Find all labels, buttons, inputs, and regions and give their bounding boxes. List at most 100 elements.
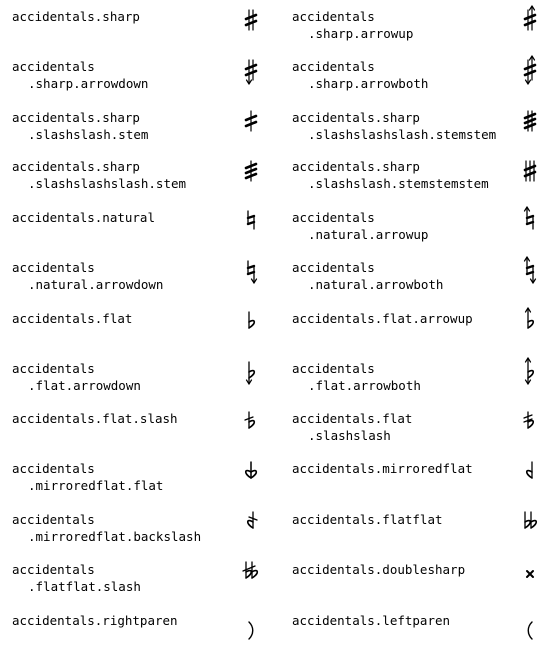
- sharp-slashslash-stem-icon: [240, 108, 262, 148]
- glyph-name-line2: .flat.arrowdown: [28, 378, 141, 393]
- glyph-name-line1: accidentals.leftparen: [292, 613, 451, 628]
- flat-arrowdown-icon: [240, 357, 262, 397]
- glyph-name: accidentals .flat.arrowboth: [292, 360, 522, 394]
- sharp-arrowup-icon: [519, 5, 541, 47]
- sharp-slashslashslash-stem-icon: [240, 158, 262, 198]
- glyph-name: accidentals.flat .slashslash: [292, 410, 522, 444]
- table-row: accidentals.flat.slash accidentals.flat .s…: [0, 410, 550, 460]
- glyph-name-line2: .flatflat.slash: [28, 579, 141, 594]
- glyph-name: accidentals.doublesharp: [292, 561, 522, 578]
- flat-icon: [240, 307, 262, 347]
- mirroredflat-icon: [519, 457, 541, 497]
- glyph-name: accidentals.flat: [12, 310, 242, 327]
- flat-slash-icon: [240, 407, 262, 447]
- glyph-name: accidentals .flatflat.slash: [12, 561, 242, 595]
- glyph-name: accidentals.leftparen: [292, 612, 522, 629]
- glyph-entry: accidentals.doublesharp: [292, 561, 522, 611]
- glyph-name-line1: accidentals.sharp: [292, 159, 420, 174]
- natural-arrowboth-icon: [519, 256, 541, 297]
- glyph-name-line1: accidentals: [12, 59, 95, 74]
- table-row: accidentals .flat.arrowdown accidentals .fl…: [0, 357, 550, 410]
- glyph-name: accidentals.flat.arrowup: [292, 310, 522, 327]
- glyph-name-line1: accidentals.flat: [292, 411, 413, 426]
- glyph-name: accidentals.sharp .slashslash.stemstemste…: [292, 158, 522, 192]
- glyph-name-line2: .natural.arrowup: [308, 227, 429, 242]
- glyph-name-line1: accidentals: [292, 210, 375, 225]
- glyph-name: accidentals.natural: [12, 209, 242, 226]
- glyph-name-line1: accidentals: [12, 562, 95, 577]
- glyph-entry: accidentals.mirroredflat: [292, 460, 522, 510]
- glyph-name: accidentals.sharp .slashslashslash.stem: [12, 158, 242, 192]
- glyph-name-line1: accidentals.flat.arrowup: [292, 311, 473, 326]
- glyph-name: accidentals .sharp.arrowup: [292, 8, 522, 42]
- glyph-name: accidentals.flatflat: [292, 511, 522, 528]
- doublesharp-icon: [519, 557, 541, 597]
- table-row: accidentals.flat accidentals.flat.arrowup: [0, 307, 550, 360]
- glyph-name-line1: accidentals.sharp: [12, 9, 140, 24]
- glyph-name-line2: .flat.arrowboth: [308, 378, 421, 393]
- glyph-name: accidentals.mirroredflat: [292, 460, 522, 477]
- table-row: accidentals.sharp .slashslashslash.stem ac…: [0, 158, 550, 208]
- glyph-name-line1: accidentals.natural: [12, 210, 155, 225]
- mirroredflat-backslash-icon: [240, 507, 262, 547]
- glyph-name: accidentals .flat.arrowdown: [12, 360, 242, 394]
- glyph-name: accidentals .mirroredflat.backslash: [12, 511, 242, 545]
- glyph-name-line1: accidentals.sharp: [292, 110, 420, 125]
- glyph-name-line2: .mirroredflat.backslash: [28, 529, 202, 544]
- table-row: accidentals .mirroredflat.backslash accide…: [0, 511, 550, 561]
- natural-arrowup-icon: [519, 206, 541, 247]
- glyph-name: accidentals.rightparen: [12, 612, 242, 629]
- glyph-name-line2: .slashslash.stem: [28, 127, 149, 142]
- glyph-name-line2: .natural.arrowdown: [28, 277, 164, 292]
- glyph-entry: accidentals .mirroredflat.backslash: [12, 511, 242, 561]
- glyph-name: accidentals.flat.slash: [12, 410, 242, 427]
- sharp-arrowboth-icon: [519, 55, 541, 97]
- glyph-name: accidentals .sharp.arrowboth: [292, 58, 522, 92]
- glyph-entry: accidentals.flat: [12, 310, 242, 360]
- glyph-name-line2: .sharp.arrowdown: [28, 76, 149, 91]
- glyph-name-line2: .mirroredflat.flat: [28, 478, 164, 493]
- glyph-name: accidentals.sharp: [12, 8, 242, 25]
- glyph-entry: accidentals.leftparen: [292, 612, 522, 662]
- glyph-name-line1: accidentals.flatflat: [292, 512, 443, 527]
- glyph-name-line1: accidentals.rightparen: [12, 613, 178, 628]
- rightparen-icon: [240, 610, 262, 650]
- glyph-name-line1: accidentals.doublesharp: [292, 562, 466, 577]
- glyph-name: accidentals.sharp .slashslashslash.stemst…: [292, 109, 522, 143]
- sharp-arrowdown-icon: [240, 57, 262, 97]
- glyph-name: accidentals.sharp .slashslash.stem: [12, 109, 242, 143]
- glyph-name: accidentals .natural.arrowdown: [12, 259, 242, 293]
- glyph-name-line2: .slashslash.stemstemstem: [308, 176, 489, 191]
- glyph-entry: accidentals.sharp .slashslash.stemstemste…: [292, 158, 522, 208]
- glyph-entry: accidentals.flat.slash: [12, 410, 242, 460]
- natural-arrowdown-icon: [240, 257, 262, 297]
- table-row: accidentals .sharp.arrowdown accidentals .s…: [0, 55, 550, 108]
- sharp-slashslashslash-stemstem-icon: [519, 108, 541, 148]
- table-row: accidentals.sharp .slashslash.stem acciden…: [0, 109, 550, 159]
- natural-icon: [240, 207, 262, 247]
- glyph-name-line2: .slashslash: [308, 428, 391, 443]
- glyph-entry: accidentals .sharp.arrowup: [292, 8, 522, 58]
- glyph-name: accidentals .sharp.arrowdown: [12, 58, 242, 92]
- table-row: accidentals .mirroredflat.flat accidentals…: [0, 460, 550, 510]
- glyph-name-line1: accidentals.flat: [12, 311, 133, 326]
- glyph-entry: accidentals.flatflat: [292, 511, 522, 561]
- glyph-name-line2: .slashslashslash.stemstem: [308, 127, 497, 142]
- table-row: accidentals .natural.arrowdown accidentals…: [0, 256, 550, 309]
- glyph-entry: accidentals.sharp .slashslashslash.stemst…: [292, 109, 522, 159]
- glyph-name: accidentals .mirroredflat.flat: [12, 460, 242, 494]
- glyph-name-line2: .sharp.arrowup: [308, 26, 414, 41]
- glyph-entry: accidentals.sharp .slashslash.stem: [12, 109, 242, 159]
- leftparen-icon: [519, 610, 541, 650]
- glyph-name-line1: accidentals: [292, 59, 375, 74]
- glyph-name-line1: accidentals: [292, 9, 375, 24]
- glyph-entry: accidentals .mirroredflat.flat: [12, 460, 242, 510]
- sharp-icon: [240, 7, 262, 47]
- glyph-entry: accidentals.sharp .slashslashslash.stem: [12, 158, 242, 208]
- flatflat-slash-icon: [240, 557, 262, 597]
- flatflat-icon: [519, 507, 541, 547]
- glyph-entry: accidentals .natural.arrowdown: [12, 259, 242, 309]
- glyph-entry: accidentals.flat .slashslash: [292, 410, 522, 460]
- table-row: accidentals.natural accidentals .natural.a…: [0, 206, 550, 259]
- flat-arrowup-icon: [519, 307, 541, 347]
